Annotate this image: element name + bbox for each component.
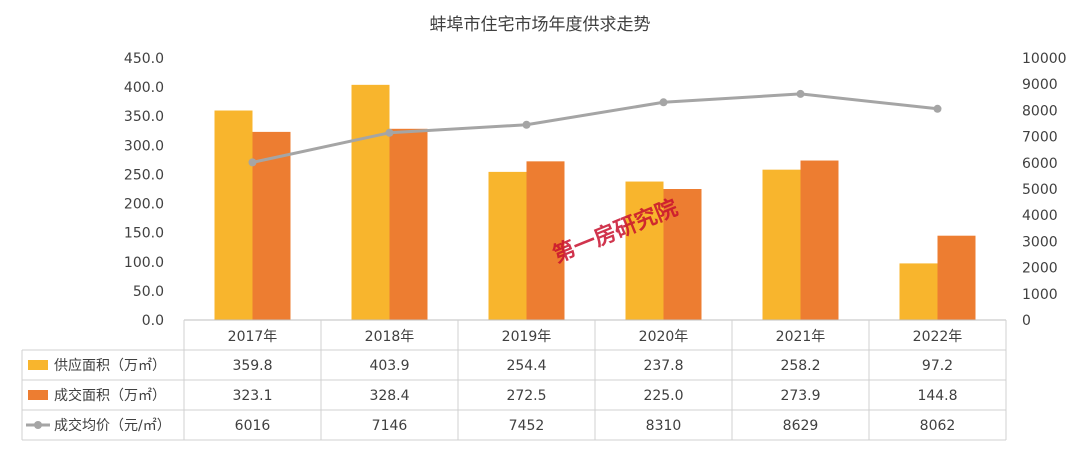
price-point <box>796 89 805 98</box>
table-cell: 8062 <box>920 418 956 434</box>
price-point <box>385 128 394 137</box>
table-cell: 323.1 <box>232 388 272 404</box>
right-axis-tick-label: 8000 <box>1022 103 1058 119</box>
left-axis-tick-label: 300.0 <box>124 138 164 154</box>
right-axis-tick-label: 1000 <box>1022 287 1058 303</box>
right-axis-tick-label: 9000 <box>1022 77 1058 93</box>
bar-transaction <box>389 128 428 320</box>
right-axis-tick-label: 0 <box>1022 313 1031 329</box>
table-cell: 359.8 <box>232 358 272 374</box>
bar-supply <box>214 110 253 320</box>
left-axis-tick-label: 400.0 <box>124 80 164 96</box>
left-axis-tick-label: 100.0 <box>124 255 164 271</box>
bar-supply <box>899 263 938 320</box>
table-cell: 273.9 <box>780 388 820 404</box>
right-axis-tick-label: 2000 <box>1022 261 1058 277</box>
legend-key <box>28 390 48 400</box>
table-cell: 272.5 <box>506 388 546 404</box>
category-label: 2021年 <box>776 329 826 345</box>
left-axis-tick-label: 250.0 <box>124 167 164 183</box>
right-axis-tick-label: 3000 <box>1022 234 1058 250</box>
table-cell: 237.8 <box>643 358 683 374</box>
right-axis-tick-label: 10000 <box>1022 51 1067 67</box>
bar-supply <box>762 169 801 320</box>
table-cell: 144.8 <box>917 388 957 404</box>
category-label: 2019年 <box>502 329 552 345</box>
table-cell: 328.4 <box>369 388 409 404</box>
table-cell: 97.2 <box>922 358 953 374</box>
table-cell: 8310 <box>646 418 682 434</box>
bar-supply <box>351 84 390 320</box>
category-label: 2018年 <box>365 329 415 345</box>
table-cell: 6016 <box>235 418 271 434</box>
right-axis-tick-label: 4000 <box>1022 208 1058 224</box>
price-point <box>522 120 531 129</box>
table-cell: 7146 <box>372 418 408 434</box>
legend-label: 供应面积（万㎡） <box>54 357 166 374</box>
bar-supply <box>625 181 664 320</box>
right-axis-tick-label: 5000 <box>1022 182 1058 198</box>
bar-transaction <box>252 131 291 320</box>
category-label: 2017年 <box>228 329 278 345</box>
category-label: 2022年 <box>913 329 963 345</box>
left-axis-tick-label: 50.0 <box>133 284 164 300</box>
left-axis-tick-label: 350.0 <box>124 109 164 125</box>
legend-key <box>34 421 42 429</box>
right-axis-tick-label: 7000 <box>1022 130 1058 146</box>
price-line <box>252 92 938 164</box>
bar-transaction <box>937 235 976 320</box>
price-point <box>933 104 942 113</box>
category-label: 2020年 <box>639 329 689 345</box>
left-axis-tick-label: 0.0 <box>142 313 164 329</box>
table-cell: 403.9 <box>369 358 409 374</box>
legend-label: 成交面积（万㎡） <box>54 387 166 404</box>
bar-supply <box>488 171 527 320</box>
left-axis-tick-label: 200.0 <box>124 197 164 213</box>
table-cell: 7452 <box>509 418 545 434</box>
chart-title: 蚌埠市住宅市场年度供求走势 <box>430 15 651 35</box>
legend-key <box>28 360 48 370</box>
price-point <box>659 98 668 107</box>
bar-transaction <box>663 189 702 320</box>
right-axis-tick-label: 6000 <box>1022 156 1058 172</box>
bar-transaction <box>526 161 565 320</box>
table-cell: 8629 <box>783 418 819 434</box>
table-cell: 225.0 <box>643 388 683 404</box>
price-point <box>248 158 257 167</box>
table-cell: 254.4 <box>506 358 546 374</box>
table-cell: 258.2 <box>780 358 820 374</box>
left-axis-tick-label: 150.0 <box>124 226 164 242</box>
bar-transaction <box>800 160 839 320</box>
legend-label: 成交均价（元/㎡） <box>54 417 171 434</box>
left-axis-tick-label: 450.0 <box>124 51 164 67</box>
